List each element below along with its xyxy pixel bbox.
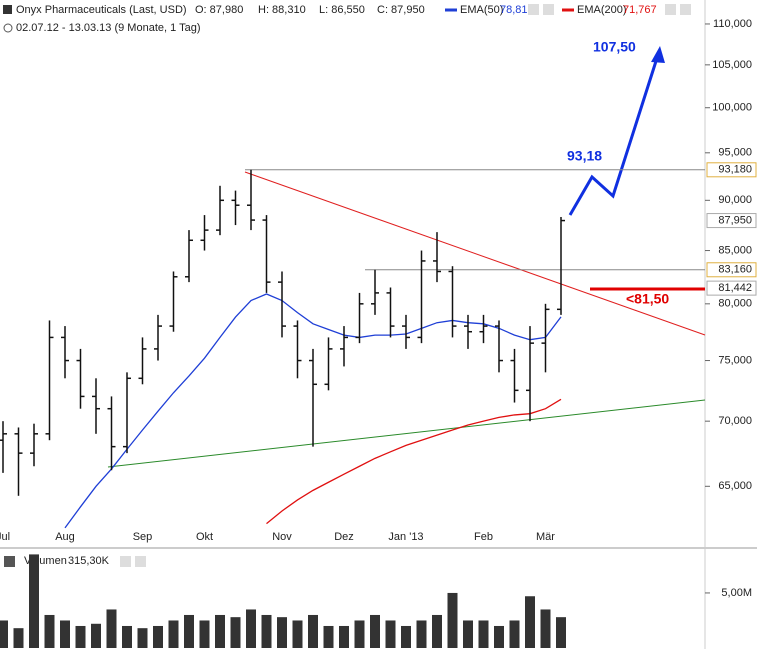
volume-bar (137, 628, 148, 648)
volume-bar (122, 625, 132, 648)
volume-bar (478, 620, 489, 648)
x-tick-label: Dez (334, 531, 354, 543)
close: C: 87,950 (377, 4, 425, 16)
y-tick-label: 105,000 (712, 59, 752, 71)
x-tick-label: Jul (0, 531, 10, 543)
icon (3, 5, 12, 14)
volume-bar (463, 620, 473, 648)
annotation: 93,18 (567, 148, 602, 164)
volume-bar (540, 609, 551, 648)
price-tag-label: 83,160 (718, 264, 752, 276)
button[interactable] (543, 4, 554, 15)
annotation: <81,50 (626, 291, 669, 307)
volume-bar (277, 617, 287, 648)
volume-value: 315,30K (68, 555, 110, 567)
legend-value: 71,767 (623, 4, 657, 16)
y-tick-label: 5,00M (721, 587, 752, 599)
volume-bar (308, 614, 318, 648)
price-tag-label: 81,442 (718, 282, 752, 294)
trend-line (107, 399, 706, 468)
low: L: 86,550 (319, 4, 365, 16)
price-tag (706, 162, 757, 178)
volume-bar (525, 596, 535, 648)
volume-bar (339, 625, 349, 648)
volume-bar (385, 620, 396, 648)
y-tick-label: 80,000 (718, 298, 752, 310)
legend-label: EMA(50) (460, 4, 503, 16)
y-tick-label: 100,000 (712, 102, 752, 114)
volume-bar (60, 620, 70, 648)
volume-bar (230, 617, 241, 648)
arrow-head (651, 46, 665, 63)
volume-bar (354, 620, 365, 648)
volume-bar (106, 609, 117, 648)
volume-bar (215, 614, 225, 648)
volume-bar (401, 625, 411, 648)
x-tick-label: Jan '13 (388, 531, 423, 543)
clock-icon (3, 23, 13, 33)
volume-bar (199, 620, 210, 648)
annotation: 107,50 (593, 39, 636, 55)
price-tag (706, 262, 757, 278)
x-tick-label: Okt (196, 531, 213, 543)
legend-value: 78,817 (500, 4, 534, 16)
volume-bar (44, 614, 55, 648)
y-tick-label: 65,000 (718, 480, 752, 492)
title: Onyx Pharmaceuticals (Last, USD) (16, 4, 187, 16)
volume-bar (168, 620, 179, 648)
volume-bar (416, 620, 427, 648)
price-tag-label: 87,950 (718, 214, 752, 226)
x-tick-label: Sep (133, 531, 153, 543)
price-tag (706, 280, 757, 296)
volume-bar (91, 623, 101, 648)
legend-label: EMA(200) (577, 4, 627, 16)
x-tick-label: Nov (272, 531, 292, 543)
volume-bar (447, 592, 458, 648)
button[interactable] (680, 4, 691, 15)
volume-bar (13, 628, 24, 648)
volume-bar (75, 625, 86, 648)
button[interactable] (528, 4, 539, 15)
volume-bar (370, 614, 380, 648)
price-tag-label: 93,180 (718, 164, 752, 176)
volume-bar (153, 625, 163, 648)
ema-line (266, 398, 562, 525)
y-tick-label: 85,000 (718, 244, 752, 256)
volume-bar (432, 614, 442, 648)
x-tick-label: Mär (536, 531, 555, 543)
x-tick-label: Aug (55, 531, 75, 543)
y-tick-label: 70,000 (718, 415, 752, 427)
y-tick-label: 75,000 (718, 354, 752, 366)
button[interactable] (120, 556, 131, 567)
ema-line (64, 293, 562, 529)
button[interactable] (135, 556, 146, 567)
y-tick-label: 95,000 (718, 147, 752, 159)
projection-arrow (568, 57, 659, 216)
volume-bar (494, 625, 504, 648)
volume-bar (261, 614, 272, 648)
high: H: 88,310 (258, 4, 306, 16)
volume-bar (29, 554, 39, 648)
y-tick-label: 90,000 (718, 194, 752, 206)
volume-bar (556, 617, 566, 648)
open: O: 87,980 (195, 4, 243, 16)
date-range: 02.07.12 - 13.03.13 (9 Monate, 1 Tag) (16, 22, 200, 34)
volume-bar (0, 620, 8, 648)
x-tick-label: Feb (474, 531, 493, 543)
volume-bar (323, 625, 334, 648)
price-tag (706, 213, 757, 229)
volume-bar (246, 609, 256, 648)
icon (4, 556, 15, 567)
volume-bar (184, 614, 194, 648)
y-tick-label: 110,000 (713, 18, 752, 30)
trend-line (244, 171, 706, 336)
volume-bar (509, 620, 520, 648)
button[interactable] (665, 4, 676, 15)
volume-bar (292, 620, 303, 648)
